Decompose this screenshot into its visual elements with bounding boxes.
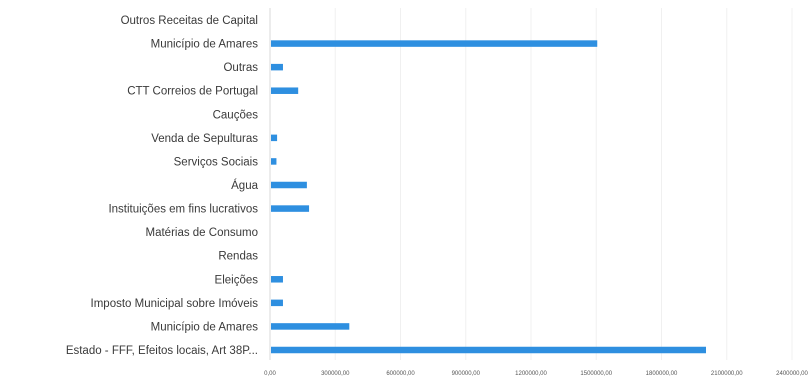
bars — [271, 40, 706, 354]
category-label: Cauções — [213, 109, 259, 121]
bar — [271, 87, 299, 94]
grid-lines — [334, 8, 793, 360]
bar — [271, 299, 283, 307]
category-label: Venda de Sepulturas — [151, 133, 258, 145]
category-label: Água — [231, 179, 258, 192]
x-tick-label: 300000,00 — [321, 371, 350, 377]
category-label: Município de Amares — [151, 39, 259, 51]
bar — [271, 134, 278, 142]
category-label: Imposto Municipal sobre Imóveis — [91, 298, 259, 310]
x-tick-label: 900000,00 — [452, 371, 481, 377]
bar — [271, 158, 277, 165]
category-labels: Outros Receitas de Capital Município de A… — [66, 15, 259, 357]
category-label: CTT Correios de Portugal — [127, 86, 258, 98]
bar — [271, 346, 706, 354]
bar — [271, 205, 310, 212]
x-tick-label: 1500000,00 — [580, 371, 612, 377]
category-label: Eleições — [215, 274, 259, 286]
category-label: Município de Amares — [151, 321, 259, 333]
category-label: Estado - FFF, Efeitos locais, Art 38P... — [66, 345, 258, 357]
bar — [271, 181, 307, 189]
x-tick-label: 2100000,00 — [711, 371, 743, 377]
category-label: Outros Receitas de Capital — [121, 15, 258, 27]
bar — [271, 276, 283, 283]
x-tick-label: 0,00 — [264, 371, 276, 377]
x-axis-tick-labels: 0,00 300000,00 600000,00 900000,00 1200000,0… — [264, 371, 808, 377]
category-label: Serviços Sociais — [174, 156, 259, 168]
x-tick-label: 1800000,00 — [646, 371, 678, 377]
x-tick-label: 2400000,00 — [776, 371, 808, 377]
category-label: Rendas — [218, 251, 258, 263]
category-label: Matérias de Consumo — [146, 227, 259, 239]
bar — [271, 63, 283, 71]
category-label: Outras — [223, 62, 258, 74]
bar — [271, 323, 350, 330]
x-tick-label: 1200000,00 — [515, 371, 547, 377]
category-label: Instituições em fins lucrativos — [108, 204, 258, 216]
x-tick-label: 600000,00 — [386, 371, 415, 377]
bar — [271, 40, 598, 47]
